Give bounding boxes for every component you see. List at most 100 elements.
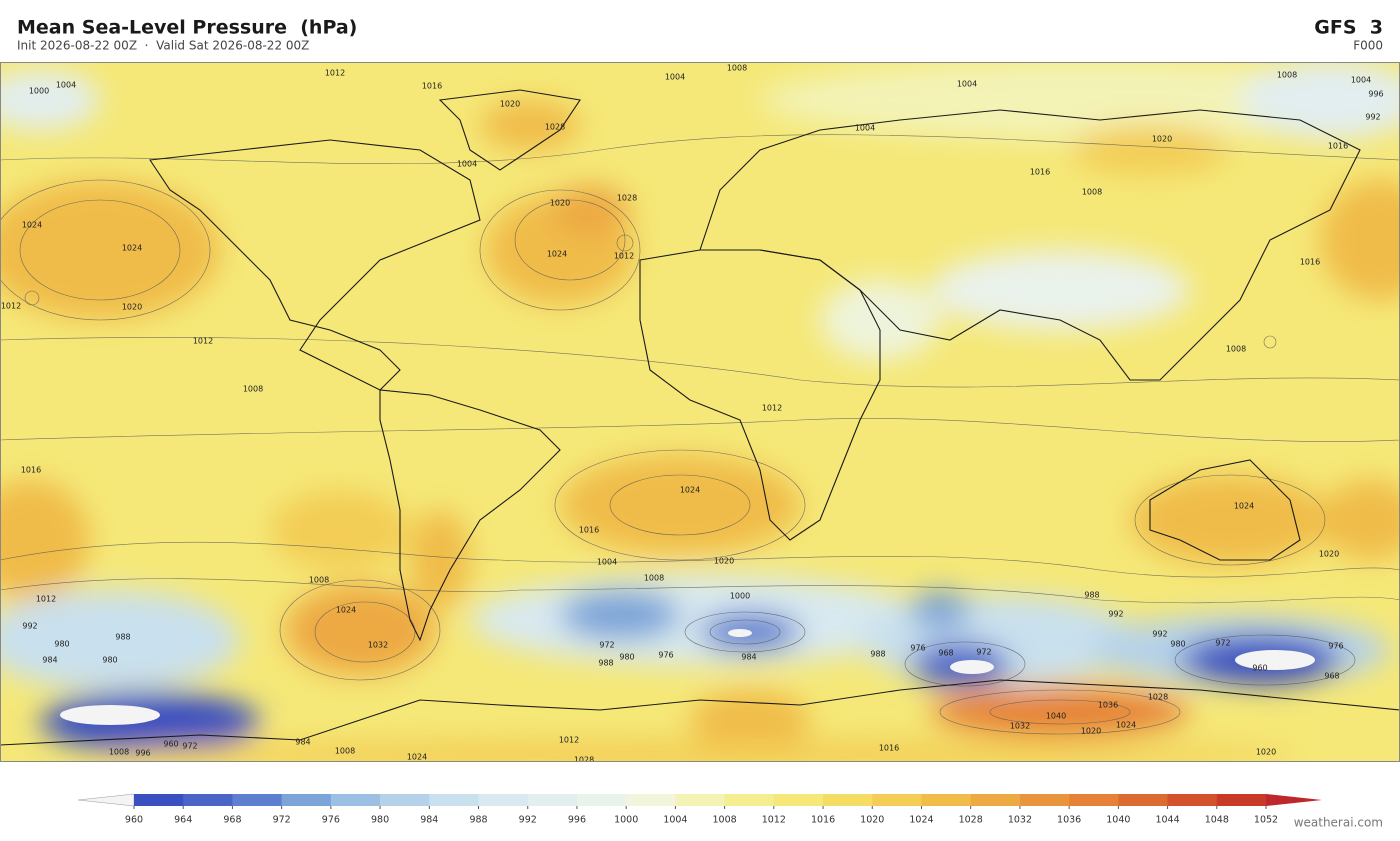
colorbar-segment <box>675 794 726 806</box>
contour-label: 988 <box>870 650 885 659</box>
colorbar-tick-label: 1020 <box>860 815 884 826</box>
contour-label: 1008 <box>309 576 329 585</box>
contour-label: 976 <box>910 644 925 653</box>
contour-label: 1004 <box>597 558 617 567</box>
contour-label: 1008 <box>644 574 664 583</box>
colorbar-segment <box>970 794 1021 806</box>
colorbar-tick-label: 1028 <box>959 815 983 826</box>
map: 1012 1016 1004 1008 1004 1000 1020 1028 1004 1008… <box>0 62 1400 765</box>
colorbar-tick-label: 972 <box>273 815 291 826</box>
colorbar-segment <box>626 794 676 806</box>
contour-label: 992 <box>22 622 37 631</box>
colorbar-over <box>1266 794 1322 806</box>
colorbar-segment <box>773 794 824 806</box>
contour-label: 984 <box>42 656 57 665</box>
credit: weatherai.com <box>1294 816 1383 830</box>
contour-label: 1008 <box>1226 345 1246 354</box>
contour-label: 1024 <box>1234 502 1254 511</box>
colorbar-tick-label: 1036 <box>1057 815 1081 826</box>
contour-label: 1008 <box>335 747 355 756</box>
colorbar-tick-label: 968 <box>223 815 241 826</box>
contour-label: 1032 <box>368 641 388 650</box>
contour-label: 1024 <box>1116 721 1136 730</box>
contour-label: 1008 <box>109 748 129 757</box>
colorbar-tick-label: 980 <box>371 815 389 826</box>
subtitle: Init 2026-08-22 00Z · Valid Sat 2026-08-… <box>17 39 309 53</box>
colorbar-segment <box>1216 794 1267 806</box>
contour-label: 1032 <box>1010 722 1030 731</box>
colorbar-tick-label: 1044 <box>1155 815 1179 826</box>
colorbar-segment <box>183 794 233 806</box>
colorbar-under <box>77 793 135 807</box>
contour-label: 1012 <box>1 302 21 311</box>
contour-label: 1016 <box>1328 142 1348 151</box>
contour-label: 972 <box>182 742 197 751</box>
contour-label: 1004 <box>56 81 76 90</box>
contour-label: 1016 <box>1300 258 1320 267</box>
colorbar-tick-label: 1040 <box>1106 815 1130 826</box>
forecast-hour: F000 <box>1353 39 1383 53</box>
contour-label: 988 <box>598 659 613 668</box>
colorbar-segment <box>527 794 578 806</box>
contour-label: 992 <box>1108 610 1123 619</box>
contour-label: 1016 <box>579 526 599 535</box>
contour-label: 996 <box>135 749 150 758</box>
contour-label: 1028 <box>574 756 594 765</box>
contour-label: 1012 <box>559 736 579 745</box>
contour-label: 1024 <box>122 244 142 253</box>
contour-label: 1024 <box>680 486 700 495</box>
colorbar: 960 964 968 972 976 980 984 988 992 996 1000 1004 10… <box>77 793 1322 826</box>
colorbar-segment <box>281 794 332 806</box>
contour-label: 1012 <box>325 69 345 78</box>
contour-label: 972 <box>599 641 614 650</box>
contour-label: 976 <box>658 651 673 660</box>
colorbar-tick-label: 1008 <box>713 815 737 826</box>
colorbar-segment <box>921 794 972 806</box>
contour-labels: 1012 1016 1004 1008 1004 1000 1020 1028 1004 1008… <box>1 64 1384 765</box>
contour-label: 960 <box>163 740 178 749</box>
colorbar-segment <box>330 794 381 806</box>
contour-label: 988 <box>1084 591 1099 600</box>
pressure-field <box>0 62 1400 762</box>
low-center-patches <box>60 629 1315 725</box>
contour-label: 1004 <box>855 124 875 133</box>
contour-label: 1004 <box>665 73 685 82</box>
colorbar-tick-label: 976 <box>322 815 340 826</box>
colorbar-segment <box>724 794 775 806</box>
contour-label: 996 <box>1368 90 1383 99</box>
contour-label: 1008 <box>1277 71 1297 80</box>
colorbar-tick-label: 984 <box>420 815 438 826</box>
contour-label: 1020 <box>1081 727 1101 736</box>
colorbar-tick-label: 964 <box>174 815 192 826</box>
colorbar-segment <box>1118 794 1169 806</box>
contour-label: 968 <box>1324 672 1339 681</box>
contour-label: 1012 <box>762 404 782 413</box>
contour-label: 1016 <box>1030 168 1050 177</box>
contour-label: 980 <box>1170 640 1185 649</box>
colorbar-segment <box>429 794 480 806</box>
contour-label: 1020 <box>1319 550 1339 559</box>
contour-label: 1024 <box>22 221 42 230</box>
contour-label: 1040 <box>1046 712 1066 721</box>
isobars <box>0 134 1400 735</box>
contour-label: 1024 <box>407 753 427 762</box>
model-name: GFS 3 <box>1314 17 1383 39</box>
colorbar-tick-label: 988 <box>469 815 487 826</box>
contour-label: 980 <box>102 656 117 665</box>
colorbar-tick-label: 1052 <box>1254 815 1278 826</box>
contour-label: 1012 <box>36 595 56 604</box>
contour-label: 1024 <box>547 250 567 259</box>
colorbar-segment <box>380 794 430 806</box>
colorbar-segment <box>823 794 873 806</box>
colorbar-segment <box>872 794 922 806</box>
colorbar-tick-label: 992 <box>519 815 537 826</box>
colorbar-segment <box>478 794 529 806</box>
contour-label: 992 <box>1152 630 1167 639</box>
contour-label: 1028 <box>1148 693 1168 702</box>
contour-label: 1020 <box>550 199 570 208</box>
contour-label: 980 <box>619 653 634 662</box>
colorbar-segment <box>1069 794 1119 806</box>
contour-label: 972 <box>1215 639 1230 648</box>
contour-label: 1020 <box>1256 748 1276 757</box>
